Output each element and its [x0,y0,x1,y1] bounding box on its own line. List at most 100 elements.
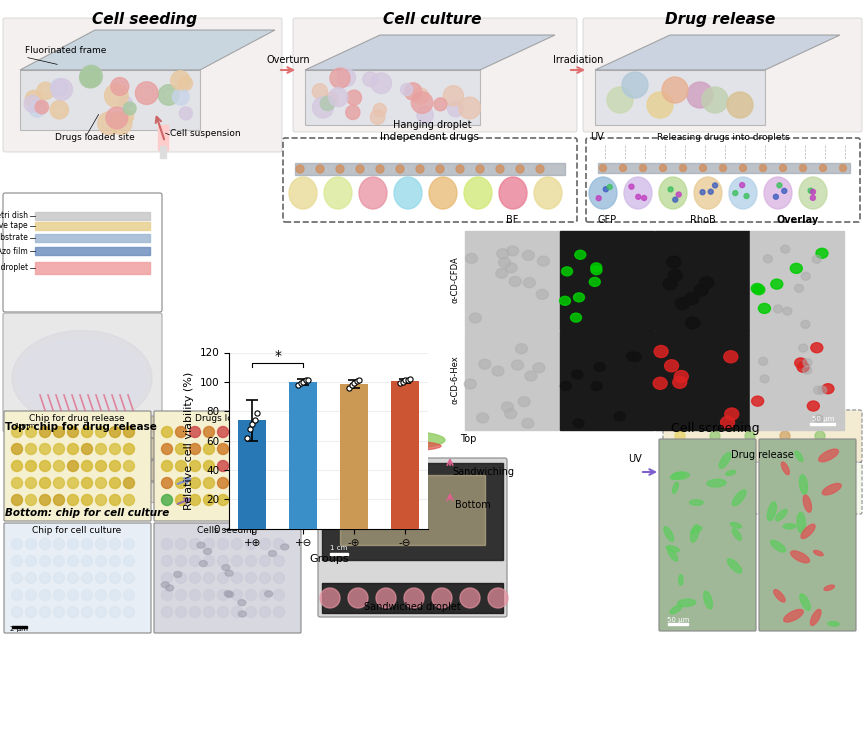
Ellipse shape [488,588,508,608]
Ellipse shape [828,622,839,626]
Ellipse shape [355,476,435,488]
Circle shape [780,483,790,493]
Circle shape [189,590,201,601]
Ellipse shape [522,419,534,428]
Circle shape [35,100,48,114]
Point [251,406,265,418]
Circle shape [675,417,685,427]
Circle shape [273,607,285,617]
Bar [655,331,749,430]
Circle shape [81,460,93,472]
Circle shape [11,443,22,454]
Ellipse shape [224,590,232,596]
Text: Adhesive tape: Adhesive tape [0,221,28,230]
Circle shape [162,572,172,584]
Circle shape [815,483,825,493]
Circle shape [396,165,404,173]
Ellipse shape [814,386,823,394]
Ellipse shape [791,263,803,273]
Ellipse shape [572,370,583,379]
Ellipse shape [689,500,703,506]
Ellipse shape [824,585,835,590]
Circle shape [176,556,187,566]
Circle shape [110,494,120,506]
Polygon shape [305,70,480,125]
Circle shape [373,104,387,116]
Circle shape [110,590,120,601]
Circle shape [260,607,271,617]
Circle shape [67,460,79,472]
Circle shape [67,572,79,584]
Circle shape [376,165,384,173]
Ellipse shape [357,498,443,518]
Circle shape [260,494,271,506]
Circle shape [260,556,271,566]
Circle shape [337,68,356,86]
Ellipse shape [429,177,457,209]
Circle shape [51,79,67,96]
Circle shape [162,460,172,472]
Circle shape [675,469,685,479]
Circle shape [110,538,120,550]
Circle shape [260,443,271,454]
Ellipse shape [781,462,790,475]
Circle shape [67,556,79,566]
Ellipse shape [561,267,573,276]
Circle shape [320,96,335,110]
Circle shape [95,538,106,550]
Text: 50 μm: 50 μm [667,617,689,623]
Ellipse shape [666,546,679,552]
Circle shape [710,431,720,441]
Circle shape [162,427,172,437]
Circle shape [700,190,705,195]
Ellipse shape [432,588,452,608]
Point [395,376,409,388]
Ellipse shape [12,331,152,425]
Circle shape [312,97,334,118]
Ellipse shape [671,472,689,479]
Ellipse shape [348,588,368,608]
Circle shape [232,590,242,601]
Circle shape [217,556,228,566]
Ellipse shape [560,296,571,305]
Circle shape [324,92,338,106]
Circle shape [176,538,187,550]
Circle shape [11,572,22,584]
Ellipse shape [795,284,804,292]
Circle shape [162,556,172,566]
Ellipse shape [730,523,741,528]
Text: UV: UV [628,454,642,464]
Ellipse shape [199,560,208,566]
Ellipse shape [265,591,272,597]
Text: Overlay: Overlay [777,215,818,225]
Polygon shape [15,438,220,460]
Ellipse shape [203,548,212,554]
Ellipse shape [694,177,722,209]
Ellipse shape [816,248,828,258]
Bar [665,412,860,460]
Point [393,377,407,389]
Ellipse shape [812,255,821,263]
Circle shape [622,72,648,98]
Ellipse shape [470,313,481,323]
Ellipse shape [626,352,638,361]
Circle shape [162,478,172,488]
Circle shape [404,82,421,100]
Text: Chip for drug release: Chip for drug release [29,414,125,423]
Bar [465,231,559,330]
Ellipse shape [324,177,352,209]
Ellipse shape [516,344,528,354]
Circle shape [172,88,189,105]
Circle shape [40,443,50,454]
Ellipse shape [594,362,605,371]
FancyBboxPatch shape [4,523,151,633]
Text: Hanging droplet: Hanging droplet [393,120,471,130]
Circle shape [25,556,36,566]
Polygon shape [15,416,220,438]
Bar [12,626,27,628]
Text: Fluorinated frame: Fluorinated frame [25,46,106,55]
Ellipse shape [239,611,247,617]
Circle shape [54,590,65,601]
Circle shape [260,572,271,584]
Polygon shape [20,70,200,130]
